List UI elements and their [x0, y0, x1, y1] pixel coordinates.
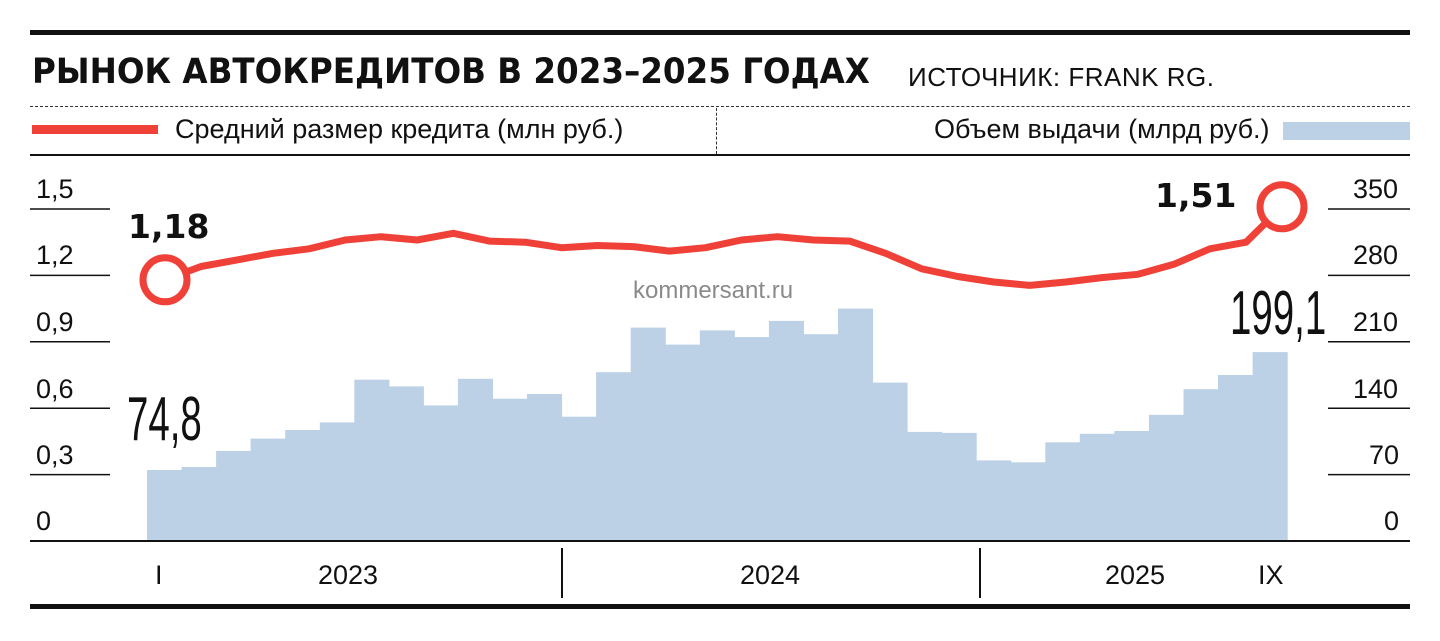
- volume-bar: [872, 382, 908, 541]
- x-label-start: I: [155, 560, 163, 590]
- volume-bar: [354, 379, 390, 541]
- volume-bar: [388, 386, 424, 541]
- volume-bar: [699, 330, 735, 541]
- legend-separator: [716, 108, 717, 154]
- volume-bar: [1010, 462, 1046, 541]
- line-start-marker: [139, 254, 191, 306]
- volume-bar: [1218, 375, 1254, 541]
- volume-bar: [734, 337, 770, 541]
- volume-bar: [976, 460, 1012, 541]
- legend-line-label: Средний размер кредита (млн руб.): [175, 114, 624, 144]
- line-series: [139, 181, 1308, 306]
- right-tick-label: 280: [1353, 240, 1399, 270]
- right-tick-label: 350: [1353, 174, 1399, 204]
- volume-bar: [596, 372, 632, 541]
- chart-source: ИСТОЧНИК: FRANK RG.: [908, 62, 1215, 92]
- volume-bar: [1148, 414, 1184, 541]
- right-tick-label: 140: [1353, 374, 1399, 404]
- volume-bar: [181, 467, 217, 541]
- legend-bottom-rule: [30, 154, 1410, 156]
- bar-last-value-label: 199,1: [1230, 279, 1327, 348]
- watermark: kommersant.ru: [633, 277, 794, 304]
- left-tick-label: 0,3: [36, 440, 74, 470]
- right-tick-label: 0: [1384, 506, 1400, 536]
- left-tick-label: 1,5: [36, 174, 74, 204]
- line-last-value-label: 1,51: [1155, 176, 1237, 215]
- volume-bar: [423, 405, 459, 541]
- top-rule: [30, 30, 1410, 35]
- volume-bar: [1045, 442, 1081, 541]
- bar-first-value-label: 74,8: [127, 385, 202, 454]
- volume-bar: [838, 308, 874, 541]
- right-tick-label: 210: [1353, 307, 1399, 337]
- volume-bar: [285, 430, 321, 541]
- avg-loan-line: [161, 203, 1286, 289]
- bar-series: [147, 308, 1288, 541]
- volume-bar: [492, 398, 528, 541]
- left-tick-label: 0,6: [36, 374, 74, 404]
- year-separators: [561, 548, 981, 598]
- left-tick-label: 1,2: [36, 240, 74, 270]
- volume-bar: [147, 470, 183, 541]
- volume-bar: [561, 416, 597, 541]
- x-label-end: IX: [1258, 560, 1284, 590]
- title-divider: [30, 106, 1410, 107]
- bottom-rule: [30, 604, 1410, 609]
- line-first-value-label: 1,18: [128, 207, 210, 246]
- volume-bar: [319, 422, 355, 541]
- volume-bar: [1183, 389, 1219, 541]
- volume-bar: [527, 394, 563, 541]
- baseline-rule: [30, 540, 1410, 542]
- x-label-year: 2023: [318, 560, 379, 590]
- left-tick-label: 0: [36, 506, 52, 536]
- legend-line-swatch: [32, 125, 158, 134]
- volume-bar: [1252, 352, 1288, 541]
- volume-bar: [665, 344, 701, 541]
- volume-bar: [768, 320, 804, 541]
- chart-title: РЫНОК АВТОКРЕДИТОВ В 2023–2025 ГОДАХ: [32, 52, 870, 92]
- volume-bar: [250, 438, 286, 541]
- volume-bar: [1114, 431, 1150, 541]
- grid-lines: [30, 208, 1410, 476]
- line-end-marker: [1256, 181, 1308, 233]
- x-label-year: 2025: [1105, 560, 1166, 590]
- right-tick-label: 70: [1369, 440, 1400, 470]
- x-label-year: 2024: [740, 560, 801, 590]
- volume-bar: [457, 378, 493, 541]
- volume-bar: [803, 334, 839, 541]
- volume-bar: [630, 327, 666, 541]
- volume-bar: [941, 432, 977, 541]
- left-tick-label: 0,9: [36, 307, 74, 337]
- volume-bar: [216, 450, 252, 541]
- legend-bar-label: Объем выдачи (млрд руб.): [934, 114, 1270, 144]
- volume-bar: [907, 431, 943, 541]
- volume-bar: [1079, 433, 1115, 541]
- legend-bar-swatch: [1283, 122, 1410, 140]
